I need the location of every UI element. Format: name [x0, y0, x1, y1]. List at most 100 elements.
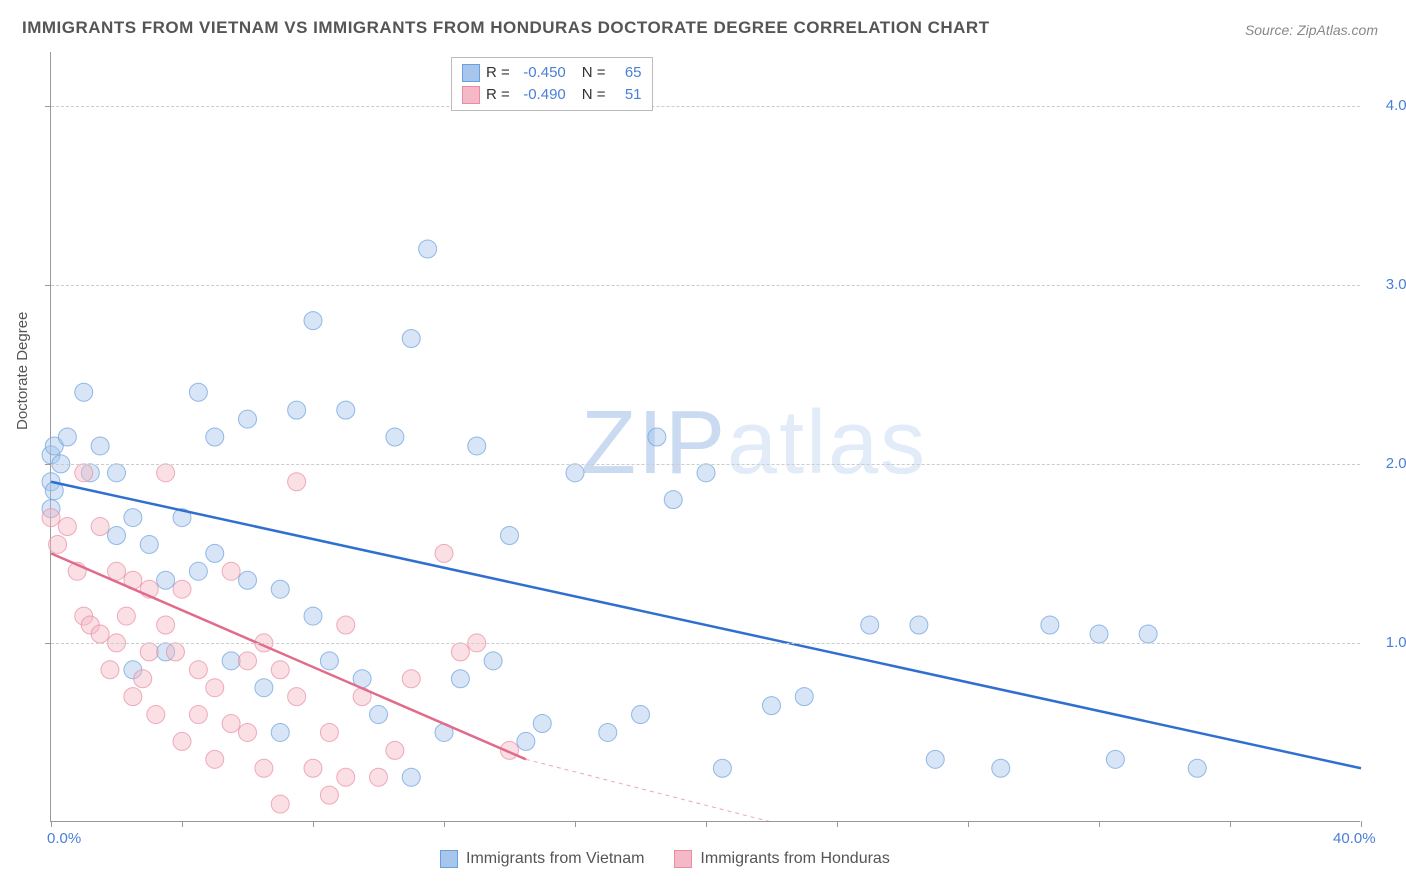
data-point — [271, 580, 289, 598]
data-point — [320, 652, 338, 670]
data-point — [288, 688, 306, 706]
data-point — [1090, 625, 1108, 643]
data-point — [402, 670, 420, 688]
data-point — [566, 464, 584, 482]
scatter-svg — [51, 52, 1360, 821]
data-point — [42, 509, 60, 527]
source-attribution: Source: ZipAtlas.com — [1245, 22, 1378, 38]
data-point — [484, 652, 502, 670]
legend-n-value: 51 — [612, 84, 642, 106]
data-point — [157, 571, 175, 589]
data-point — [337, 616, 355, 634]
chart-title: IMMIGRANTS FROM VIETNAM VS IMMIGRANTS FR… — [22, 18, 990, 38]
data-point — [304, 759, 322, 777]
data-point — [255, 679, 273, 697]
data-point — [451, 670, 469, 688]
data-point — [206, 544, 224, 562]
y-tick-label: 3.0% — [1370, 276, 1406, 293]
data-point — [1188, 759, 1206, 777]
data-point — [419, 240, 437, 258]
data-point — [533, 715, 551, 733]
data-point — [926, 750, 944, 768]
data-point — [386, 428, 404, 446]
data-point — [124, 688, 142, 706]
legend-swatch — [674, 850, 692, 868]
legend-swatch — [462, 86, 480, 104]
data-point — [664, 491, 682, 509]
data-point — [124, 509, 142, 527]
data-point — [49, 535, 67, 553]
data-point — [992, 759, 1010, 777]
data-point — [91, 625, 109, 643]
y-tick-label: 2.0% — [1370, 455, 1406, 472]
data-point — [255, 759, 273, 777]
data-point — [157, 616, 175, 634]
data-point — [501, 526, 519, 544]
legend-n-label: N = — [582, 62, 606, 84]
data-point — [271, 723, 289, 741]
data-point — [370, 706, 388, 724]
data-point — [58, 428, 76, 446]
data-point — [140, 643, 158, 661]
data-point — [320, 786, 338, 804]
legend-n-label: N = — [582, 84, 606, 106]
data-point — [189, 562, 207, 580]
legend-n-value: 65 — [612, 62, 642, 84]
legend-r-label: R = — [486, 62, 510, 84]
data-point — [117, 607, 135, 625]
data-point — [1106, 750, 1124, 768]
legend-series-label: Immigrants from Vietnam — [466, 850, 644, 868]
y-tick-label: 4.0% — [1370, 97, 1406, 114]
data-point — [337, 768, 355, 786]
correlation-legend: R =-0.450N =65R =-0.490N =51 — [451, 57, 653, 111]
data-point — [189, 706, 207, 724]
data-point — [271, 795, 289, 813]
data-point — [189, 661, 207, 679]
legend-series-label: Immigrants from Honduras — [700, 850, 889, 868]
data-point — [173, 732, 191, 750]
data-point — [1041, 616, 1059, 634]
chart-plot-area: ZIPatlas R =-0.450N =65R =-0.490N =51 1.… — [50, 52, 1360, 822]
data-point — [451, 643, 469, 661]
regression-line-extrapolated — [526, 759, 772, 822]
data-point — [304, 607, 322, 625]
y-axis-label: Doctorate Degree — [14, 312, 31, 430]
data-point — [648, 428, 666, 446]
x-tick-label: 0.0% — [47, 830, 81, 847]
data-point — [239, 652, 257, 670]
data-point — [134, 670, 152, 688]
data-point — [108, 464, 126, 482]
legend-r-value: -0.490 — [516, 84, 566, 106]
data-point — [239, 723, 257, 741]
data-point — [402, 330, 420, 348]
data-point — [795, 688, 813, 706]
data-point — [222, 562, 240, 580]
data-point — [713, 759, 731, 777]
legend-swatch — [462, 64, 480, 82]
legend-item: Immigrants from Vietnam — [440, 850, 644, 868]
data-point — [402, 768, 420, 786]
data-point — [370, 768, 388, 786]
data-point — [1139, 625, 1157, 643]
data-point — [222, 715, 240, 733]
data-point — [222, 652, 240, 670]
data-point — [288, 401, 306, 419]
data-point — [435, 544, 453, 562]
data-point — [206, 750, 224, 768]
data-point — [206, 679, 224, 697]
legend-item: Immigrants from Honduras — [674, 850, 889, 868]
data-point — [91, 437, 109, 455]
data-point — [75, 383, 93, 401]
data-point — [763, 697, 781, 715]
series-legend: Immigrants from Vietnam Immigrants from H… — [440, 850, 890, 868]
data-point — [386, 741, 404, 759]
data-point — [910, 616, 928, 634]
data-point — [101, 661, 119, 679]
data-point — [108, 562, 126, 580]
data-point — [337, 401, 355, 419]
data-point — [288, 473, 306, 491]
data-point — [108, 526, 126, 544]
data-point — [697, 464, 715, 482]
data-point — [147, 706, 165, 724]
legend-swatch — [440, 850, 458, 868]
